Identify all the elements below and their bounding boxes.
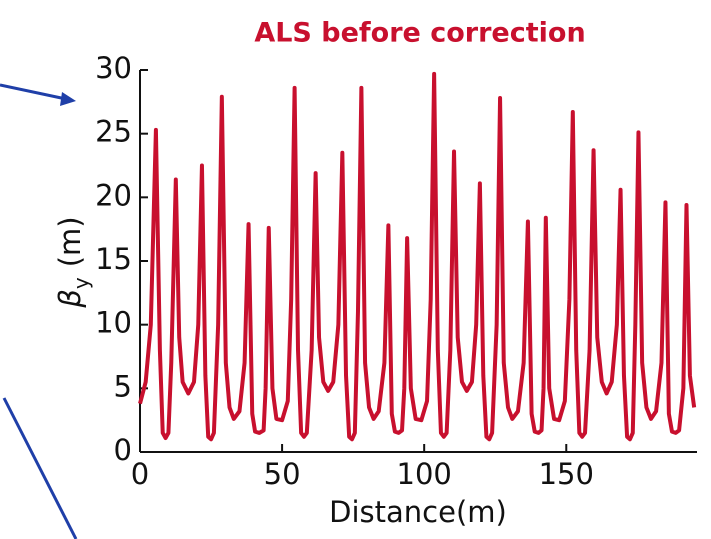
y-axis-label: βy (m)	[53, 216, 93, 308]
chart-title: ALS before correction	[254, 18, 585, 49]
y-tick-label: 30	[95, 51, 132, 85]
y-label-unit: (m)	[53, 216, 87, 267]
arrow-head	[60, 92, 76, 106]
y-label-subscript: y	[69, 277, 93, 289]
data-line	[138, 71, 697, 442]
x-tick-label: 150	[539, 457, 594, 491]
arrows	[0, 83, 78, 539]
x-tick-label: 50	[264, 457, 301, 491]
x-tick-label: 0	[131, 457, 149, 491]
y-tick-label: 25	[95, 115, 132, 149]
arrow-line	[0, 83, 67, 101]
y-tick-label: 10	[95, 306, 132, 340]
y-tick-label: 5	[114, 369, 132, 403]
arrow-line	[2, 397, 78, 539]
y-tick-label: 0	[114, 433, 132, 467]
y-label-symbol: β	[53, 289, 87, 309]
y-tick-label: 20	[95, 178, 132, 212]
x-axis-label: Distance(m)	[329, 495, 507, 529]
x-tick-label: 100	[397, 457, 452, 491]
y-tick-label: 15	[95, 242, 132, 276]
